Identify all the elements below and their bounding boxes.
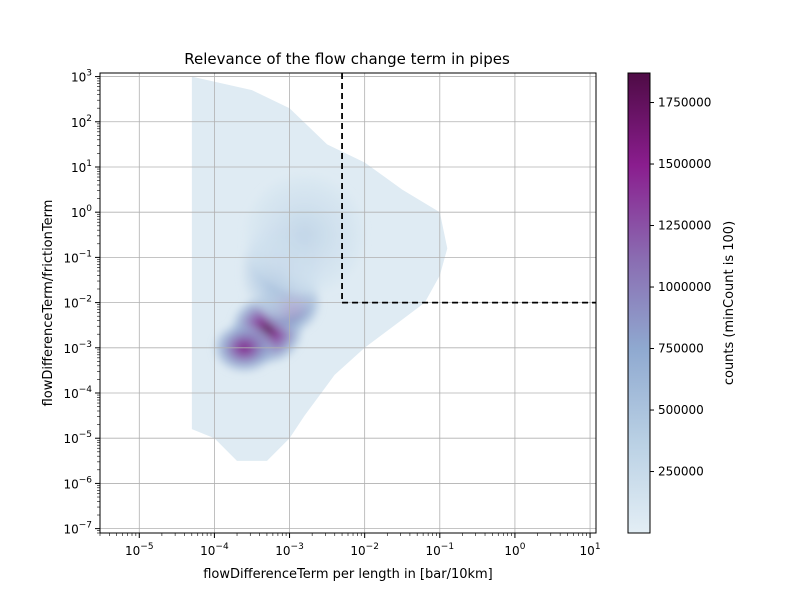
x-tick-label-6: 101 xyxy=(580,542,601,558)
colorbar-tick-label-1: 500000 xyxy=(658,403,704,417)
colorbar-tick-label-2: 750000 xyxy=(658,342,704,356)
density-blobs xyxy=(215,176,364,372)
colorbar-tick-label-5: 1500000 xyxy=(658,157,711,171)
y-tick-label-0: 10−7 xyxy=(63,521,92,537)
colorbar-tick-label-6: 1750000 xyxy=(658,96,711,110)
colorbar-ticks: 250000 500000 750000 1000000 1250000 1500000 1… xyxy=(650,96,711,479)
x-tick-label-5: 100 xyxy=(504,542,525,558)
y-tick-label-8: 101 xyxy=(71,159,92,175)
x-tick-label-0: 10−5 xyxy=(125,542,154,558)
colorbar-tick-label-4: 1250000 xyxy=(658,219,711,233)
colorbar-tick-label-0: 250000 xyxy=(658,465,704,479)
plot-area xyxy=(99,72,597,534)
chart-title: Relevance of the flow change term in pip… xyxy=(184,50,510,68)
density-cluster-4-level-5 xyxy=(294,224,315,245)
density-layer xyxy=(191,76,448,461)
y-tick-label-3: 10−4 xyxy=(63,385,92,401)
x-tick-label-3: 10−2 xyxy=(350,542,379,558)
grid-layer xyxy=(100,73,596,533)
x-axis: 10−5 10−4 10−3 10−2 10−1 100 101 xyxy=(99,533,601,558)
x-tick-label-2: 10−3 xyxy=(275,542,304,558)
colorbar-gradient xyxy=(627,72,651,534)
y-tick-label-7: 100 xyxy=(71,204,92,220)
threshold-lines xyxy=(341,73,596,304)
y-tick-label-10: 103 xyxy=(71,69,92,85)
colorbar-tick-label-3: 1000000 xyxy=(658,280,711,294)
x-tick-label-4: 10−1 xyxy=(426,542,455,558)
x-axis-label: flowDifferenceTerm per length in [bar/10… xyxy=(203,567,493,582)
y-tick-label-5: 10−2 xyxy=(63,295,92,311)
y-tick-label-4: 10−3 xyxy=(63,340,92,356)
y-tick-label-9: 102 xyxy=(71,114,92,130)
y-tick-label-1: 10−6 xyxy=(63,475,92,491)
x-tick-label-1: 10−4 xyxy=(200,542,229,558)
y-tick-label-2: 10−5 xyxy=(63,430,92,446)
y-tick-label-6: 10−1 xyxy=(63,249,92,265)
y-axis-label: flowDifferenceTerm/frictionTerm xyxy=(41,200,56,407)
y-axis: 10−7 10−6 10−5 10−4 10−3 10−2 10−1 100 101 102 103 xyxy=(63,69,100,537)
colorbar: 250000 500000 750000 1000000 1250000 1500000 1… xyxy=(627,72,737,534)
colorbar-label: counts (minCount is 100) xyxy=(722,221,737,385)
